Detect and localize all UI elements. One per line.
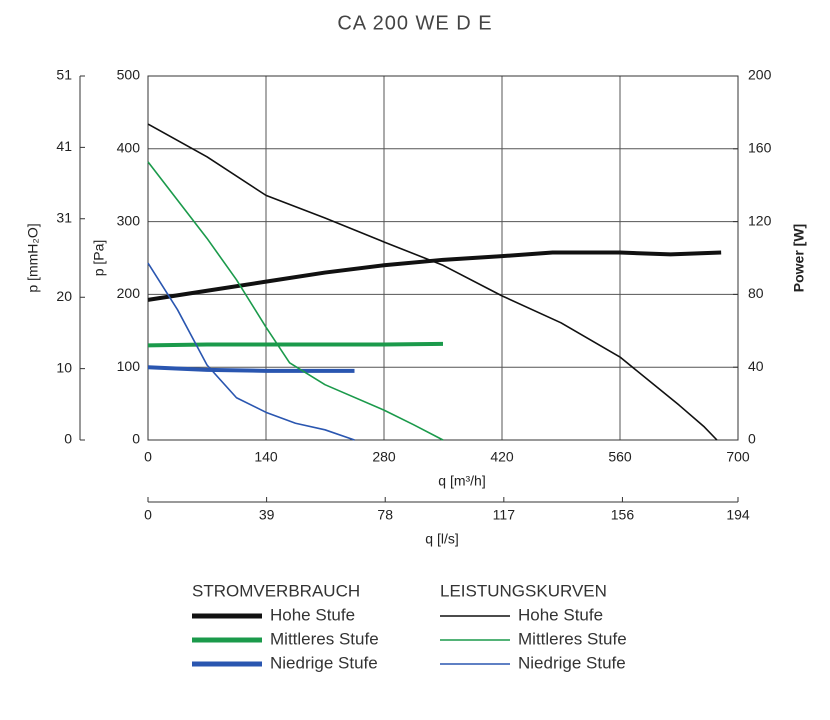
y2-tick-label: 160 bbox=[748, 140, 772, 156]
x2-tick-label: 78 bbox=[377, 507, 393, 523]
legend-title: LEISTUNGSKURVEN bbox=[440, 581, 607, 600]
legend-title: STROMVERBRAUCH bbox=[192, 581, 360, 600]
y-tick-label: 0 bbox=[132, 431, 140, 447]
y2-tick-label: 80 bbox=[748, 285, 764, 301]
chart-title: CA 200 WE D E bbox=[337, 12, 492, 34]
power-line bbox=[147, 341, 444, 348]
x2-tick-label: 0 bbox=[144, 507, 152, 523]
x2-tick-label: 39 bbox=[259, 507, 275, 523]
y-tick-label: 500 bbox=[117, 67, 141, 83]
pressure-line bbox=[147, 262, 355, 441]
y2-tick-label: 200 bbox=[748, 67, 772, 83]
pressure-line bbox=[147, 161, 444, 441]
x2-tick-label: 194 bbox=[726, 507, 750, 523]
y-axis-label: p [Pa] bbox=[91, 240, 107, 277]
legend-label: Mittleres Stufe bbox=[518, 629, 627, 648]
y-tick-label: 300 bbox=[117, 212, 141, 228]
legend-label: Niedrige Stufe bbox=[270, 653, 378, 672]
power-line bbox=[147, 250, 722, 302]
legend-label: Hohe Stufe bbox=[270, 605, 355, 624]
x2-tick-label: 156 bbox=[611, 507, 635, 523]
y3-tick-label: 31 bbox=[56, 209, 72, 225]
legend-label: Hohe Stufe bbox=[518, 605, 603, 624]
x-tick-label: 700 bbox=[726, 449, 750, 465]
x-tick-label: 280 bbox=[372, 449, 396, 465]
y2-tick-label: 120 bbox=[748, 212, 772, 228]
x-tick-label: 420 bbox=[490, 449, 514, 465]
y3-tick-label: 0 bbox=[64, 431, 72, 447]
y3-tick-label: 20 bbox=[56, 288, 72, 304]
y2-axis-label: Power [W] bbox=[791, 224, 807, 292]
x-tick-label: 560 bbox=[608, 449, 632, 465]
x2-axis-label: q [l/s] bbox=[425, 531, 458, 547]
y2-tick-label: 0 bbox=[748, 431, 756, 447]
x2-tick-label: 117 bbox=[493, 507, 516, 523]
pressure-line bbox=[147, 123, 718, 441]
y2-tick-label: 40 bbox=[748, 358, 764, 374]
y3-tick-label: 10 bbox=[56, 359, 72, 375]
y-tick-label: 100 bbox=[117, 358, 141, 374]
y3-axis-label: p [mmH₂O] bbox=[25, 223, 41, 292]
legend-label: Mittleres Stufe bbox=[270, 629, 379, 648]
y3-tick-label: 51 bbox=[56, 67, 72, 83]
legend-label: Niedrige Stufe bbox=[518, 653, 626, 672]
x-tick-label: 140 bbox=[254, 449, 278, 465]
y3-tick-label: 41 bbox=[56, 138, 72, 154]
x-axis-label: q [m³/h] bbox=[438, 473, 485, 489]
x-tick-label: 0 bbox=[144, 449, 152, 465]
y-tick-label: 400 bbox=[117, 140, 141, 156]
power-line bbox=[147, 365, 355, 373]
y-tick-label: 200 bbox=[117, 285, 141, 301]
